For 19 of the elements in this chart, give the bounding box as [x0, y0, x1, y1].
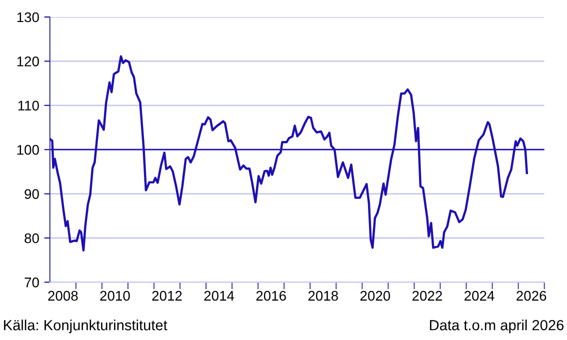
- x-tick-label: 2024: [464, 290, 494, 301]
- x-tick-label: 2018: [308, 290, 338, 301]
- text: Källa: Konjunkturinstitutet: [4, 320, 168, 334]
- x-tick-label: 2012: [152, 290, 182, 301]
- x-tick-label: 2008: [48, 290, 78, 301]
- x-tick-label: 2014: [204, 290, 234, 301]
- x-tick-label: 2020: [360, 290, 390, 301]
- x-tick-label: 2026: [516, 290, 546, 301]
- y-tick-label: 130: [17, 12, 39, 22]
- x-tick-label: 2016: [256, 290, 286, 301]
- y-tick-label: 80: [24, 233, 39, 244]
- y-tick-label: 90: [24, 189, 39, 199]
- y-tick-label: 110: [18, 100, 39, 111]
- x-tick-label: 2010: [100, 290, 130, 301]
- y-tick-label: 70: [24, 278, 39, 288]
- text: Data t.o.m april 2026: [430, 320, 564, 334]
- x-tick-label: 2022: [412, 290, 442, 301]
- y-tick-label: 100: [17, 144, 39, 155]
- y-tick-label: 120: [17, 56, 39, 66]
